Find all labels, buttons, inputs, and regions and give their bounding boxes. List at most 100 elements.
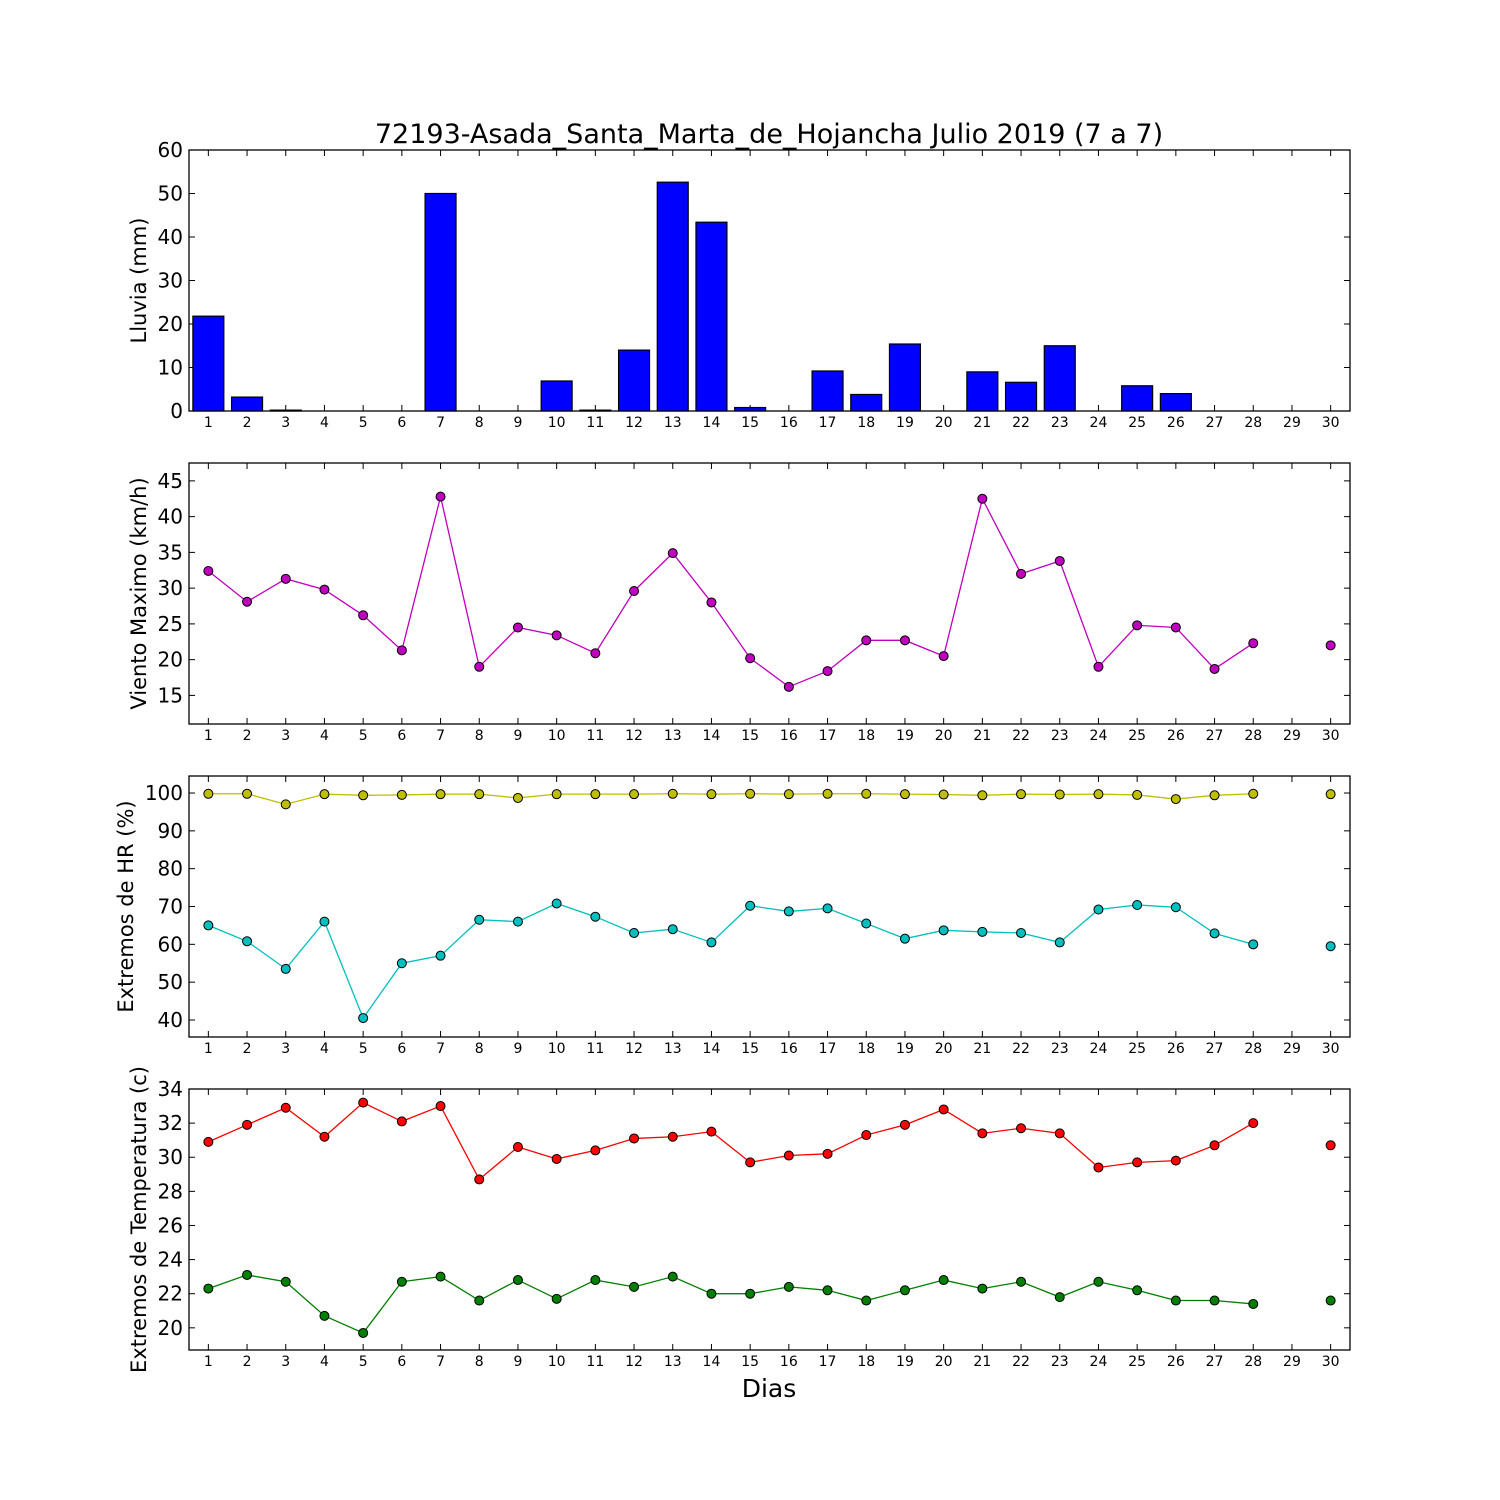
x-tick-label: 25 <box>1128 728 1146 744</box>
x-tick-label: 23 <box>1051 1041 1069 1057</box>
data-point <box>204 921 213 930</box>
x-tick-label: 15 <box>741 728 759 744</box>
x-tick-label: 1 <box>204 728 213 744</box>
x-tick-label: 21 <box>973 1041 991 1057</box>
x-tick-label: 13 <box>664 415 682 431</box>
x-tick-label: 16 <box>780 728 798 744</box>
data-point <box>243 937 252 946</box>
data-point <box>552 899 561 908</box>
data-point <box>1210 1296 1219 1305</box>
x-tick-label: 18 <box>857 1354 875 1370</box>
x-tick-label: 25 <box>1128 1354 1146 1370</box>
x-tick-label: 5 <box>359 1041 368 1057</box>
data-point <box>281 1277 290 1286</box>
data-point <box>630 928 639 937</box>
data-point <box>784 1282 793 1291</box>
x-tick-label: 2 <box>243 1041 252 1057</box>
bar <box>735 408 766 411</box>
data-point <box>1326 942 1335 951</box>
x-tick-label: 17 <box>819 1041 837 1057</box>
data-point <box>1055 1129 1064 1138</box>
y-tick-label: 100 <box>145 781 183 805</box>
y-tick-label: 10 <box>158 356 183 380</box>
x-tick-label: 20 <box>935 728 953 744</box>
data-point <box>823 904 832 913</box>
bar <box>270 410 301 411</box>
data-point <box>591 790 600 799</box>
x-tick-label: 26 <box>1167 1354 1185 1370</box>
y-tick-label: 70 <box>158 895 183 919</box>
y-tick-label: 40 <box>158 505 183 529</box>
bar <box>425 194 456 412</box>
data-point <box>1249 940 1258 949</box>
x-tick-label: 2 <box>243 415 252 431</box>
data-point <box>243 1270 252 1279</box>
x-tick-label: 27 <box>1206 415 1224 431</box>
x-tick-label: 24 <box>1090 415 1108 431</box>
x-tick-label: 25 <box>1128 1041 1146 1057</box>
data-point <box>1017 1277 1026 1286</box>
plot-frame <box>189 1089 1350 1350</box>
x-tick-label: 7 <box>436 415 445 431</box>
x-tick-label: 20 <box>935 1041 953 1057</box>
x-tick-label: 29 <box>1283 728 1301 744</box>
data-point <box>475 915 484 924</box>
x-tick-label: 27 <box>1206 1354 1224 1370</box>
x-tick-label: 18 <box>857 728 875 744</box>
data-point <box>1017 1124 1026 1133</box>
x-tick-label: 7 <box>436 728 445 744</box>
x-tick-label: 20 <box>935 415 953 431</box>
x-tick-label: 17 <box>819 728 837 744</box>
series-line <box>208 903 1253 1018</box>
data-point <box>978 927 987 936</box>
data-point <box>436 951 445 960</box>
y-axis-label: Viento Maximo (km/h) <box>127 477 151 709</box>
x-tick-label: 18 <box>857 415 875 431</box>
x-tick-label: 23 <box>1051 728 1069 744</box>
data-point <box>1094 905 1103 914</box>
data-point <box>668 925 677 934</box>
y-tick-label: 24 <box>158 1248 183 1272</box>
x-tick-label: 3 <box>281 728 290 744</box>
data-point <box>900 790 909 799</box>
data-point <box>475 1175 484 1184</box>
x-tick-label: 13 <box>664 728 682 744</box>
bar <box>619 350 650 411</box>
x-tick-label: 13 <box>664 1041 682 1057</box>
bar <box>812 371 843 411</box>
data-point <box>1249 1299 1258 1308</box>
x-tick-label: 30 <box>1322 728 1340 744</box>
x-tick-label: 4 <box>320 1041 329 1057</box>
data-point <box>1326 641 1335 650</box>
data-point <box>591 649 600 658</box>
data-point <box>862 636 871 645</box>
y-tick-label: 30 <box>158 269 183 293</box>
bar <box>657 182 688 411</box>
x-tick-label: 26 <box>1167 728 1185 744</box>
bar <box>1044 346 1075 411</box>
x-tick-label: 7 <box>436 1041 445 1057</box>
x-tick-label: 29 <box>1283 1354 1301 1370</box>
data-point <box>320 790 329 799</box>
data-point <box>475 790 484 799</box>
x-tick-label: 19 <box>896 1354 914 1370</box>
x-tick-label: 18 <box>857 1041 875 1057</box>
data-point <box>1326 790 1335 799</box>
x-tick-label: 4 <box>320 728 329 744</box>
data-point <box>436 492 445 501</box>
chart-title: 72193-Asada_Santa_Marta_de_Hojancha Juli… <box>375 119 1163 150</box>
data-point <box>1094 790 1103 799</box>
x-tick-label: 5 <box>359 1354 368 1370</box>
x-tick-label: 22 <box>1012 728 1030 744</box>
x-tick-label: 6 <box>397 728 406 744</box>
x-tick-label: 10 <box>548 1354 566 1370</box>
x-tick-label: 16 <box>780 415 798 431</box>
x-tick-label: 22 <box>1012 1041 1030 1057</box>
x-tick-label: 29 <box>1283 1041 1301 1057</box>
x-tick-label: 28 <box>1244 415 1262 431</box>
data-point <box>397 646 406 655</box>
data-point <box>630 1134 639 1143</box>
data-point <box>552 1294 561 1303</box>
data-point <box>397 790 406 799</box>
x-tick-label: 15 <box>741 1354 759 1370</box>
